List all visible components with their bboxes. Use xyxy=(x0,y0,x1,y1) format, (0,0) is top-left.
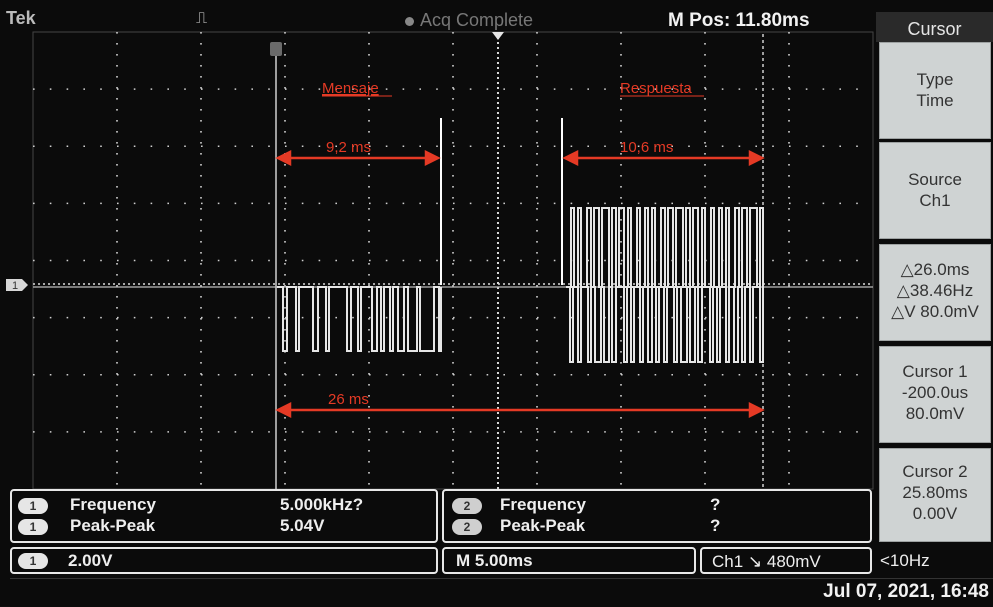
measurement-value: 5.000kHz? xyxy=(280,495,364,514)
date-bar: Jul 07, 2021, 16:48 xyxy=(10,578,993,607)
brand-logo: Tek xyxy=(6,8,36,28)
measurement-label: Frequency xyxy=(500,495,586,514)
cursor-2-button[interactable]: Cursor 2 25.80ms 0.00V xyxy=(879,448,991,542)
trigger-readout: Ch1 ↘ 480mV xyxy=(712,552,821,571)
status-bar: Tek ⎍ Acq Complete M Pos: 11.80ms xyxy=(0,8,872,34)
timebase-readout: M 5.00ms xyxy=(456,551,533,570)
ch1-scale-readout: 2.00V xyxy=(68,551,113,570)
measurement-value: ? xyxy=(710,495,721,514)
message-duration-label: 9,2 ms xyxy=(326,139,371,156)
trigger-box[interactable]: Ch1 ↘ 480mV xyxy=(700,547,872,574)
menu-button-line: Source xyxy=(908,170,962,189)
trigger-position-marker-icon xyxy=(492,32,504,40)
acquisition-indicator-icon xyxy=(405,17,414,26)
trigger-frequency: <10Hz xyxy=(880,551,930,570)
arrow-head-icon xyxy=(275,401,292,419)
menu-button-line: △26.0ms xyxy=(900,260,970,279)
cursor-type-button[interactable]: Type Time xyxy=(879,42,991,139)
menu-button-line: Type xyxy=(916,70,954,89)
measurement-label: Frequency xyxy=(70,495,156,514)
measurement-row[interactable]: 1 Peak-Peak 5.04V xyxy=(18,516,428,538)
graticule-grid xyxy=(33,32,873,489)
cursor-1-button[interactable]: Cursor 1 -200.0us 80.0mV xyxy=(879,346,991,443)
ch1-badge: 1 xyxy=(18,498,48,514)
arrow-head-icon xyxy=(424,149,441,167)
menu-title: Cursor xyxy=(876,12,993,42)
menu-button-line: -200.0us xyxy=(901,383,969,402)
arrow-head-icon xyxy=(275,149,292,167)
cursor-delta-readout[interactable]: △26.0ms △38.46Hz △V 80.0mV xyxy=(879,244,991,341)
ch1-scale-box[interactable]: 1 2.00V xyxy=(10,547,438,574)
ch1-measurements-panel: 1 Frequency 5.000kHz? 1 Peak-Peak 5.04V xyxy=(10,489,438,543)
response-burst-low-trace xyxy=(566,286,764,363)
ch1-badge: 1 xyxy=(18,519,48,535)
menu-button-line: △V 80.0mV xyxy=(891,302,979,321)
datetime-readout: Jul 07, 2021, 16:48 xyxy=(823,581,989,602)
total-duration-label: 26 ms xyxy=(328,391,369,408)
ch1-level-marker[interactable] xyxy=(6,279,28,291)
ch2-badge: 2 xyxy=(452,498,482,514)
measurement-value: 5.04V xyxy=(280,516,325,535)
m-pos-readout: M Pos: 11.80ms xyxy=(668,10,810,31)
ch1-trace xyxy=(277,207,764,363)
measurement-label: Peak-Peak xyxy=(70,516,156,535)
measurement-value: ? xyxy=(710,516,721,535)
message-label: Mensaje xyxy=(322,80,379,97)
measurement-label: Peak-Peak xyxy=(500,516,586,535)
menu-button-line: Ch1 xyxy=(919,191,951,210)
ch2-badge: 2 xyxy=(452,519,482,535)
cursor-1-handle[interactable] xyxy=(270,42,282,56)
message-burst-trace xyxy=(277,286,442,352)
response-burst-high-trace xyxy=(566,207,764,288)
acquisition-status: Acq Complete xyxy=(420,10,534,30)
cursor-side-menu: Cursor Type Time Source Ch1 △26.0ms △38.… xyxy=(876,12,993,542)
menu-button-line: Cursor 1 xyxy=(902,362,968,381)
cursor-source-button[interactable]: Source Ch1 xyxy=(879,142,991,239)
menu-button-line: Cursor 2 xyxy=(902,462,968,481)
arrow-head-icon xyxy=(748,401,765,419)
pulse-icon: ⎍ xyxy=(196,10,208,27)
measurement-row[interactable]: 1 Frequency 5.000kHz? xyxy=(18,495,428,517)
menu-button-line: 25.80ms xyxy=(902,483,968,502)
timebase-box[interactable]: M 5.00ms xyxy=(442,547,696,574)
ch1-level-marker-label: 1 xyxy=(12,280,18,292)
arrow-head-icon xyxy=(748,149,765,167)
measurement-row[interactable]: 2 Frequency ? xyxy=(452,495,862,517)
ch2-measurements-panel: 2 Frequency ? 2 Peak-Peak ? xyxy=(442,489,872,543)
response-label: Respuesta xyxy=(620,80,692,97)
menu-button-line: 0.00V xyxy=(912,504,958,523)
measurement-row[interactable]: 2 Peak-Peak ? xyxy=(452,516,862,538)
arrow-head-icon xyxy=(562,149,579,167)
ch1-badge: 1 xyxy=(18,553,48,569)
response-duration-label: 10,6 ms xyxy=(620,139,673,156)
menu-button-line: Time xyxy=(916,91,954,110)
menu-button-line: 80.0mV xyxy=(905,404,965,423)
menu-button-line: △38.46Hz xyxy=(896,281,974,300)
